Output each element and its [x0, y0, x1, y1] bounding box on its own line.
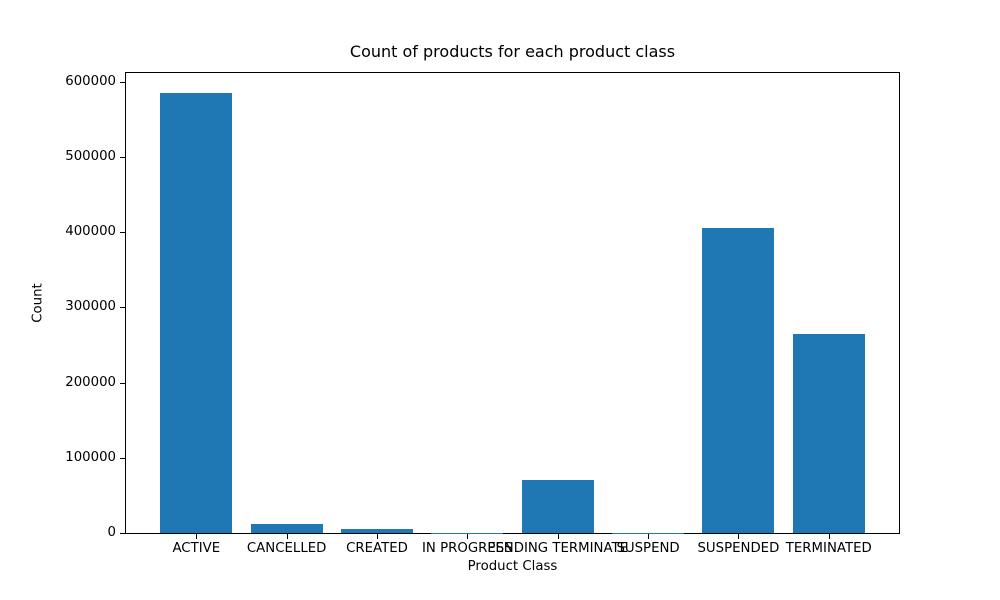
y-tick-label: 200000	[65, 374, 116, 390]
y-tick-mark	[120, 457, 125, 459]
x-tick-label: SUSPEND	[616, 541, 680, 556]
x-tick-mark	[828, 534, 830, 539]
bar-active	[160, 92, 233, 533]
bar-created	[341, 529, 413, 533]
x-tick-mark	[377, 534, 378, 539]
x-tick-mark	[738, 534, 740, 539]
y-tick-label: 400000	[65, 224, 116, 240]
bar-suspended	[702, 227, 775, 533]
y-tick-label: 100000	[65, 449, 116, 465]
bar-cancelled	[250, 523, 323, 533]
y-tick-mark	[120, 232, 125, 234]
y-tick-label: 600000	[65, 73, 116, 89]
plot-title: Count of products for each product class	[349, 42, 676, 61]
y-tick-label: 500000	[65, 148, 116, 164]
x-tick-label: SUSPENDED	[697, 541, 780, 556]
y-tick-mark	[120, 307, 125, 309]
y-tick-label: 0	[107, 525, 116, 540]
y-tick-mark	[120, 533, 125, 534]
x-tick-label: CREATED	[346, 541, 408, 556]
x-tick-label: TERMINATED	[785, 541, 872, 556]
x-tick-label: IN PROGRESS	[422, 541, 513, 556]
y-tick-label: 300000	[65, 299, 116, 315]
y-axis-label: Count	[30, 283, 46, 323]
plot-area	[125, 72, 900, 534]
x-tick-label: CANCELLED	[246, 541, 327, 556]
x-tick-label: PENDING TERMINATE	[487, 541, 629, 556]
x-tick-mark	[648, 534, 650, 539]
x-tick-mark	[467, 534, 469, 539]
y-tick-mark	[120, 156, 125, 158]
x-tick-mark	[557, 534, 559, 539]
bar-terminated	[792, 334, 865, 533]
x-tick-mark	[286, 534, 288, 539]
x-tick-mark	[196, 534, 198, 539]
bar-pending-terminate	[521, 480, 594, 533]
x-tick-label: ACTIVE	[172, 541, 221, 556]
y-tick-mark	[120, 382, 125, 384]
y-tick-mark	[120, 81, 125, 83]
x-axis-label: Product Class	[467, 559, 558, 574]
